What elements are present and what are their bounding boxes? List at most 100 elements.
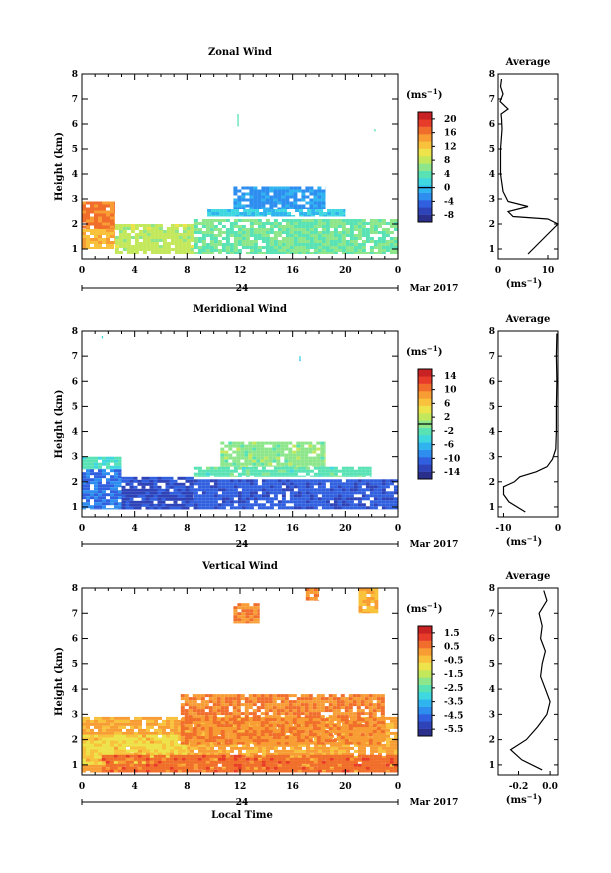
heatmap-cell xyxy=(257,475,262,477)
heatmap-cell xyxy=(353,491,358,495)
heatmap-cell xyxy=(364,736,369,740)
heatmap-cell xyxy=(153,491,158,495)
heatmap-cell xyxy=(385,240,390,243)
heatmap-cell xyxy=(321,479,326,483)
heatmap-cell xyxy=(269,246,274,249)
heatmap-cell xyxy=(188,715,193,719)
heatmap-cell xyxy=(244,453,249,457)
heatmap-cell xyxy=(357,503,362,507)
heatmap-cell xyxy=(301,479,306,483)
heatmap-cell xyxy=(335,209,340,212)
heatmap-cell xyxy=(273,222,278,225)
heatmap-cell xyxy=(197,252,202,254)
heatmap-cell xyxy=(316,733,321,737)
heatmap-cell xyxy=(313,189,318,193)
heatmap-cell xyxy=(333,234,338,237)
heatmap-cell xyxy=(368,733,373,737)
heatmap-cell xyxy=(389,243,394,246)
heatmap-cell xyxy=(285,485,290,489)
heatmap-cell xyxy=(249,246,254,249)
y-tick-label: 1 xyxy=(72,245,78,255)
heatmap-cell xyxy=(174,728,178,732)
heatmap-cell xyxy=(272,721,277,725)
heatmap-cell xyxy=(276,736,281,740)
heatmap-cell xyxy=(217,222,222,225)
heatmap-cell xyxy=(381,500,386,504)
heatmap-cell xyxy=(114,241,115,244)
heatmap-cell xyxy=(110,201,114,205)
heatmap-cell xyxy=(297,475,302,477)
heatmap-cell xyxy=(102,734,106,738)
heatmap-cell xyxy=(106,767,110,771)
heatmap-cell xyxy=(306,749,310,753)
heatmap-cell xyxy=(244,712,249,716)
heatmap-cell xyxy=(142,236,147,239)
heatmap-cell xyxy=(126,233,131,236)
heatmap-cell xyxy=(273,469,278,473)
heatmap-cell xyxy=(245,469,250,473)
heatmap-cell xyxy=(337,240,342,243)
heatmap-cell xyxy=(352,700,357,704)
heatmap-cell xyxy=(349,222,354,225)
heatmap-cell xyxy=(145,494,150,498)
heatmap-cell xyxy=(142,734,146,738)
heatmap-cell xyxy=(277,240,282,243)
heatmap-cell xyxy=(229,225,234,228)
heatmap-cell xyxy=(246,749,250,753)
heatmap-cell xyxy=(252,450,257,454)
x-tick-label: 0 xyxy=(395,524,401,534)
heatmap-cell xyxy=(214,749,218,753)
heatmap-cell xyxy=(256,456,261,460)
heatmap-cell xyxy=(341,475,346,477)
heatmap-cell xyxy=(305,249,310,252)
heatmap-cell xyxy=(276,721,281,725)
heatmap-cell xyxy=(308,712,313,716)
heatmap-cell xyxy=(280,447,285,451)
heatmap-cell xyxy=(273,485,278,489)
heatmap-cell xyxy=(201,497,206,501)
heatmap-cell xyxy=(201,237,206,240)
heatmap-cell xyxy=(240,703,245,707)
heatmap-cell xyxy=(110,216,114,220)
heatmap-cell xyxy=(341,503,346,507)
heatmap-cell xyxy=(196,694,201,698)
heatmap-cell xyxy=(126,716,130,720)
heatmap-cell xyxy=(197,246,202,249)
heatmap-cell xyxy=(260,727,265,731)
heatmap-cell xyxy=(196,736,201,740)
heatmap-cell xyxy=(294,746,298,750)
heatmap-cell xyxy=(90,752,94,756)
heatmap-cell xyxy=(114,224,119,227)
heatmap-cell xyxy=(289,228,294,231)
heatmap-cell xyxy=(277,475,282,477)
heatmap-cell xyxy=(313,240,318,243)
heatmap-cell xyxy=(296,700,301,704)
heatmap-cell xyxy=(356,736,361,740)
heatmap-cell xyxy=(356,709,361,713)
heatmap-cell xyxy=(137,503,142,507)
heatmap-cell xyxy=(297,219,302,222)
heatmap-cell xyxy=(373,497,378,501)
heatmap-cell xyxy=(268,721,273,725)
heatmap-cell xyxy=(186,752,190,756)
heatmap-cell xyxy=(110,478,114,482)
heatmap-cell xyxy=(313,491,318,495)
heatmap-cell xyxy=(370,743,374,747)
heatmap-cell xyxy=(308,703,313,707)
heatmap-cell xyxy=(293,186,298,190)
heatmap-cell xyxy=(298,746,302,750)
heatmap-cell xyxy=(344,703,349,707)
heatmap-cell xyxy=(241,243,246,246)
heatmap-cell xyxy=(309,198,314,202)
colorbar-tick-label: 0 xyxy=(444,184,450,194)
heatmap-cell xyxy=(237,482,242,486)
heatmap-cell xyxy=(150,743,154,747)
heatmap-cell xyxy=(369,249,374,252)
heatmap-cell xyxy=(325,466,330,470)
heatmap-cell xyxy=(130,728,134,732)
heatmap-cell xyxy=(280,727,285,731)
heatmap-cell xyxy=(334,746,338,750)
heatmap-cell xyxy=(285,469,290,473)
heatmap-cell xyxy=(82,456,86,460)
heatmap-cell xyxy=(201,240,206,243)
